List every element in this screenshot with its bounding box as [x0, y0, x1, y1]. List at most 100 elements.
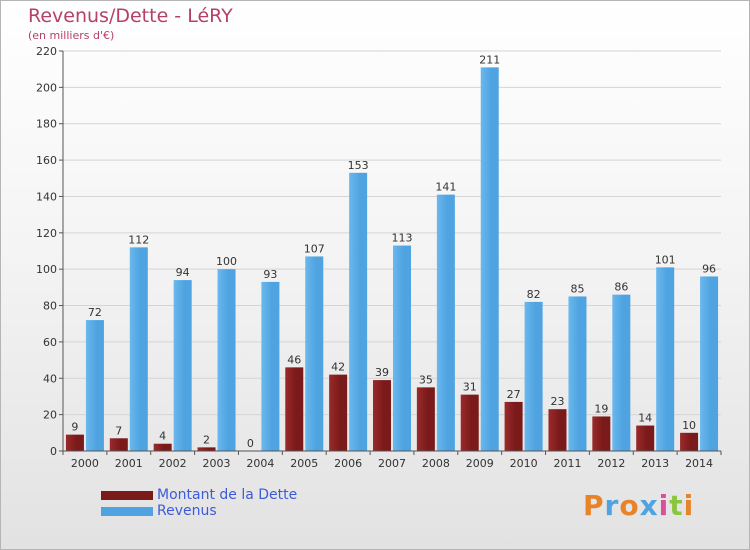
data-label-revenus-2002: 94	[176, 266, 190, 279]
chart-subtitle: (en milliers d'€)	[28, 29, 115, 42]
x-tick-label-2007: 2007	[378, 457, 406, 470]
bar-dette-2000	[65, 434, 84, 451]
bar-revenus-2014	[700, 276, 719, 451]
x-tick-label-2010: 2010	[510, 457, 538, 470]
data-label-revenus-2012: 86	[614, 281, 628, 294]
bar-revenus-2010	[524, 301, 543, 451]
x-tick-label-2009: 2009	[466, 457, 494, 470]
data-label-revenus-2003: 100	[216, 255, 237, 268]
bar-dette-2006	[329, 374, 348, 451]
logo-letter: t	[669, 489, 684, 522]
y-tick-label: 100	[36, 263, 57, 276]
bar-dette-2003	[197, 447, 216, 451]
x-tick-label-2011: 2011	[553, 457, 581, 470]
data-label-revenus-2008: 141	[435, 181, 456, 194]
data-label-dette-2000: 9	[71, 421, 78, 434]
y-tick-label: 20	[43, 409, 57, 422]
x-tick-label-2005: 2005	[290, 457, 318, 470]
y-tick-label: 60	[43, 336, 57, 349]
data-label-dette-2006: 42	[331, 361, 345, 374]
y-tick-label: 180	[36, 118, 57, 131]
logo-letter: P	[583, 489, 605, 522]
y-tick-label: 40	[43, 372, 57, 385]
y-tick-label: 120	[36, 227, 57, 240]
logo-letter: x	[639, 489, 659, 522]
bar-revenus-2004	[261, 281, 280, 451]
data-label-revenus-2014: 96	[702, 262, 716, 275]
y-tick-label: 220	[36, 45, 57, 58]
data-label-dette-2013: 14	[638, 412, 652, 425]
bar-revenus-2013	[656, 267, 675, 451]
bar-dette-2013	[636, 425, 655, 451]
x-tick-label-2006: 2006	[334, 457, 362, 470]
y-tick-label: 140	[36, 190, 57, 203]
x-tick-label-2008: 2008	[422, 457, 450, 470]
axes	[59, 50, 722, 455]
x-tick-label-2003: 2003	[203, 457, 231, 470]
y-tick-label: 160	[36, 154, 57, 167]
bar-dette-2007	[373, 380, 391, 451]
legend-label-revenus: Revenus	[157, 503, 217, 519]
data-label-dette-2012: 19	[594, 402, 608, 415]
y-tick-label: 0	[50, 445, 57, 458]
data-label-revenus-2004: 93	[263, 268, 277, 281]
bar-revenus-2009	[480, 67, 499, 451]
data-label-revenus-2011: 85	[570, 282, 584, 295]
grid-lines	[63, 50, 721, 452]
bar-revenus-2002	[173, 280, 192, 451]
x-tick-label-2002: 2002	[159, 457, 187, 470]
data-label-dette-2014: 10	[682, 419, 696, 432]
proxiti-logo: Proxiti	[583, 489, 694, 522]
bar-dette-2010	[504, 401, 523, 451]
data-label-revenus-2001: 112	[128, 233, 149, 246]
bar-revenus-2007	[393, 245, 411, 451]
labels: 0204060801001201401601802002209722000711…	[36, 45, 716, 470]
data-label-revenus-2009: 211	[479, 53, 500, 66]
bar-revenus-2006	[349, 172, 368, 451]
bar-revenus-2011	[568, 296, 587, 451]
data-label-dette-2003: 2	[203, 433, 210, 446]
legend-swatch-revenus	[101, 507, 153, 516]
logo-letter: i	[658, 489, 670, 522]
logo-letter: r	[604, 489, 620, 522]
bar-revenus-2012	[612, 294, 631, 451]
bar-chart: 0204060801001201401601802002209722000711…	[36, 45, 722, 470]
data-label-dette-2011: 23	[550, 395, 564, 408]
bar-revenus-2000	[85, 320, 104, 451]
data-label-dette-2004: 0	[247, 437, 254, 450]
data-label-dette-2009: 31	[463, 381, 477, 394]
data-label-dette-2001: 7	[115, 424, 122, 437]
bar-revenus-2001	[129, 247, 148, 451]
x-tick-label-2004: 2004	[246, 457, 274, 470]
data-label-revenus-2005: 107	[304, 242, 325, 255]
data-label-revenus-2006: 153	[348, 159, 369, 172]
logo-letter: i	[683, 489, 695, 522]
logo-letter: o	[619, 489, 640, 522]
x-tick-label-2013: 2013	[641, 457, 669, 470]
x-tick-label-2001: 2001	[115, 457, 143, 470]
data-label-revenus-2013: 101	[655, 253, 676, 266]
bar-dette-2014	[680, 432, 699, 451]
data-label-dette-2010: 27	[507, 388, 521, 401]
data-label-revenus-2000: 72	[88, 306, 102, 319]
x-tick-label-2014: 2014	[685, 457, 713, 470]
bar-dette-2008	[416, 387, 435, 451]
legend-label-dette: Montant de la Dette	[157, 487, 298, 503]
x-tick-label-2000: 2000	[71, 457, 99, 470]
legend-swatch-dette	[101, 491, 153, 500]
bar-revenus-2003	[217, 269, 236, 451]
bar-revenus-2005	[305, 256, 324, 451]
data-label-dette-2007: 39	[375, 366, 389, 379]
data-label-dette-2008: 35	[419, 373, 433, 386]
bar-dette-2009	[460, 394, 479, 451]
data-label-revenus-2010: 82	[527, 288, 541, 301]
chart-title: Revenus/Dette - LéRY	[28, 5, 233, 27]
bar-dette-2001	[109, 438, 128, 451]
x-tick-label-2012: 2012	[597, 457, 625, 470]
y-tick-label: 200	[36, 81, 57, 94]
data-label-dette-2005: 46	[287, 353, 301, 366]
bars	[65, 67, 719, 452]
bar-dette-2012	[592, 416, 611, 451]
data-label-revenus-2007: 113	[392, 232, 413, 245]
